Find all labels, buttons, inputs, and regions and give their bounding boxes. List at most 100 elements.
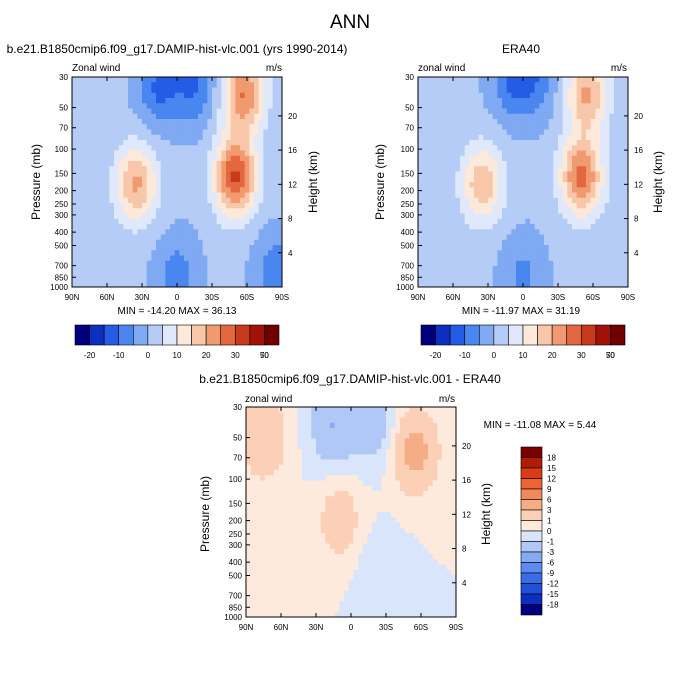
field-cell bbox=[118, 98, 124, 104]
field-cell bbox=[567, 276, 573, 283]
field-cell bbox=[268, 150, 274, 157]
field-cell bbox=[151, 218, 157, 225]
field-cell bbox=[212, 155, 218, 162]
field-cell bbox=[292, 485, 298, 492]
field-cell bbox=[230, 192, 236, 199]
field-cell bbox=[258, 224, 264, 230]
field-cell bbox=[86, 192, 92, 199]
field-cell bbox=[114, 166, 120, 172]
field-cell bbox=[86, 155, 92, 162]
colorbar-swatch bbox=[478, 324, 495, 346]
field-cell bbox=[372, 491, 378, 497]
field-cell bbox=[539, 87, 545, 94]
field-cell bbox=[609, 245, 615, 251]
field-cell bbox=[202, 113, 208, 120]
field-cell bbox=[249, 129, 255, 136]
field-cell bbox=[250, 543, 256, 550]
field-cell bbox=[600, 281, 606, 288]
field-cell bbox=[506, 266, 512, 272]
field-cell bbox=[497, 77, 503, 83]
field-cell bbox=[268, 145, 274, 151]
field-cell bbox=[137, 276, 143, 283]
field-cell bbox=[221, 266, 227, 272]
field-cell bbox=[450, 113, 456, 120]
field-cell bbox=[483, 145, 489, 151]
field-cell bbox=[553, 140, 559, 146]
field-cell bbox=[170, 250, 176, 256]
field-cell bbox=[100, 145, 106, 151]
field-cell bbox=[618, 145, 624, 151]
field-cell bbox=[469, 82, 475, 88]
field-cell bbox=[539, 92, 545, 99]
field-cell bbox=[576, 255, 582, 262]
field-cell bbox=[255, 606, 261, 613]
field-cell bbox=[246, 470, 252, 476]
field-cell bbox=[600, 276, 606, 283]
field-cell bbox=[151, 276, 157, 283]
field-cell bbox=[344, 422, 350, 429]
field-cell bbox=[455, 239, 461, 246]
field-cell bbox=[146, 276, 152, 283]
field-cell bbox=[249, 260, 255, 267]
field-cell bbox=[258, 119, 264, 125]
field-cell bbox=[297, 449, 303, 455]
field-cell bbox=[572, 82, 578, 88]
field-cell bbox=[288, 543, 294, 550]
field-cell bbox=[263, 255, 269, 262]
field-cell bbox=[432, 203, 438, 209]
field-cell bbox=[581, 145, 587, 151]
field-cell bbox=[193, 281, 199, 288]
field-cell bbox=[320, 527, 326, 534]
field-cell bbox=[534, 260, 540, 267]
field-cell bbox=[160, 161, 166, 167]
field-cell bbox=[353, 559, 359, 565]
field-cell bbox=[244, 182, 250, 188]
field-cell bbox=[372, 438, 378, 445]
field-cell bbox=[455, 187, 461, 193]
field-cell bbox=[244, 271, 250, 277]
field-cell bbox=[330, 470, 336, 476]
field-cell bbox=[441, 245, 447, 251]
field-cell bbox=[278, 601, 284, 607]
field-cell bbox=[306, 611, 312, 618]
field-cell bbox=[590, 155, 596, 162]
field-cell bbox=[72, 161, 78, 167]
field-cell bbox=[478, 140, 484, 146]
field-cell bbox=[76, 124, 82, 130]
field-cell bbox=[506, 260, 512, 267]
field-cell bbox=[198, 113, 204, 120]
field-cell bbox=[441, 213, 447, 220]
field-cell bbox=[212, 87, 218, 94]
field-cell bbox=[226, 171, 232, 178]
field-cell bbox=[258, 129, 264, 136]
field-cell bbox=[274, 596, 280, 602]
field-cell bbox=[362, 480, 368, 487]
field-cell bbox=[325, 485, 331, 492]
field-cell bbox=[325, 601, 331, 607]
field-cell bbox=[193, 134, 199, 141]
field-cell bbox=[274, 428, 280, 434]
field-cell bbox=[446, 108, 452, 115]
field-cell bbox=[90, 92, 96, 99]
field-cell bbox=[576, 82, 582, 88]
field-cell bbox=[497, 276, 503, 283]
field-cell bbox=[316, 512, 322, 518]
field-cell bbox=[118, 245, 124, 251]
field-cell bbox=[118, 82, 124, 88]
field-cell bbox=[497, 187, 503, 193]
field-cell bbox=[255, 580, 261, 586]
field-cell bbox=[492, 124, 498, 130]
field-cell bbox=[278, 527, 284, 534]
field-cell bbox=[264, 506, 270, 513]
field-cell bbox=[348, 548, 354, 555]
field-cell bbox=[255, 506, 261, 513]
field-cell bbox=[146, 182, 152, 188]
field-cell bbox=[128, 77, 134, 83]
field-cell bbox=[478, 208, 484, 214]
field-cell bbox=[609, 166, 615, 172]
field-cell bbox=[609, 192, 615, 199]
field-cell bbox=[146, 245, 152, 251]
field-cell bbox=[297, 559, 303, 565]
field-cell bbox=[277, 77, 283, 83]
field-cell bbox=[474, 218, 480, 225]
